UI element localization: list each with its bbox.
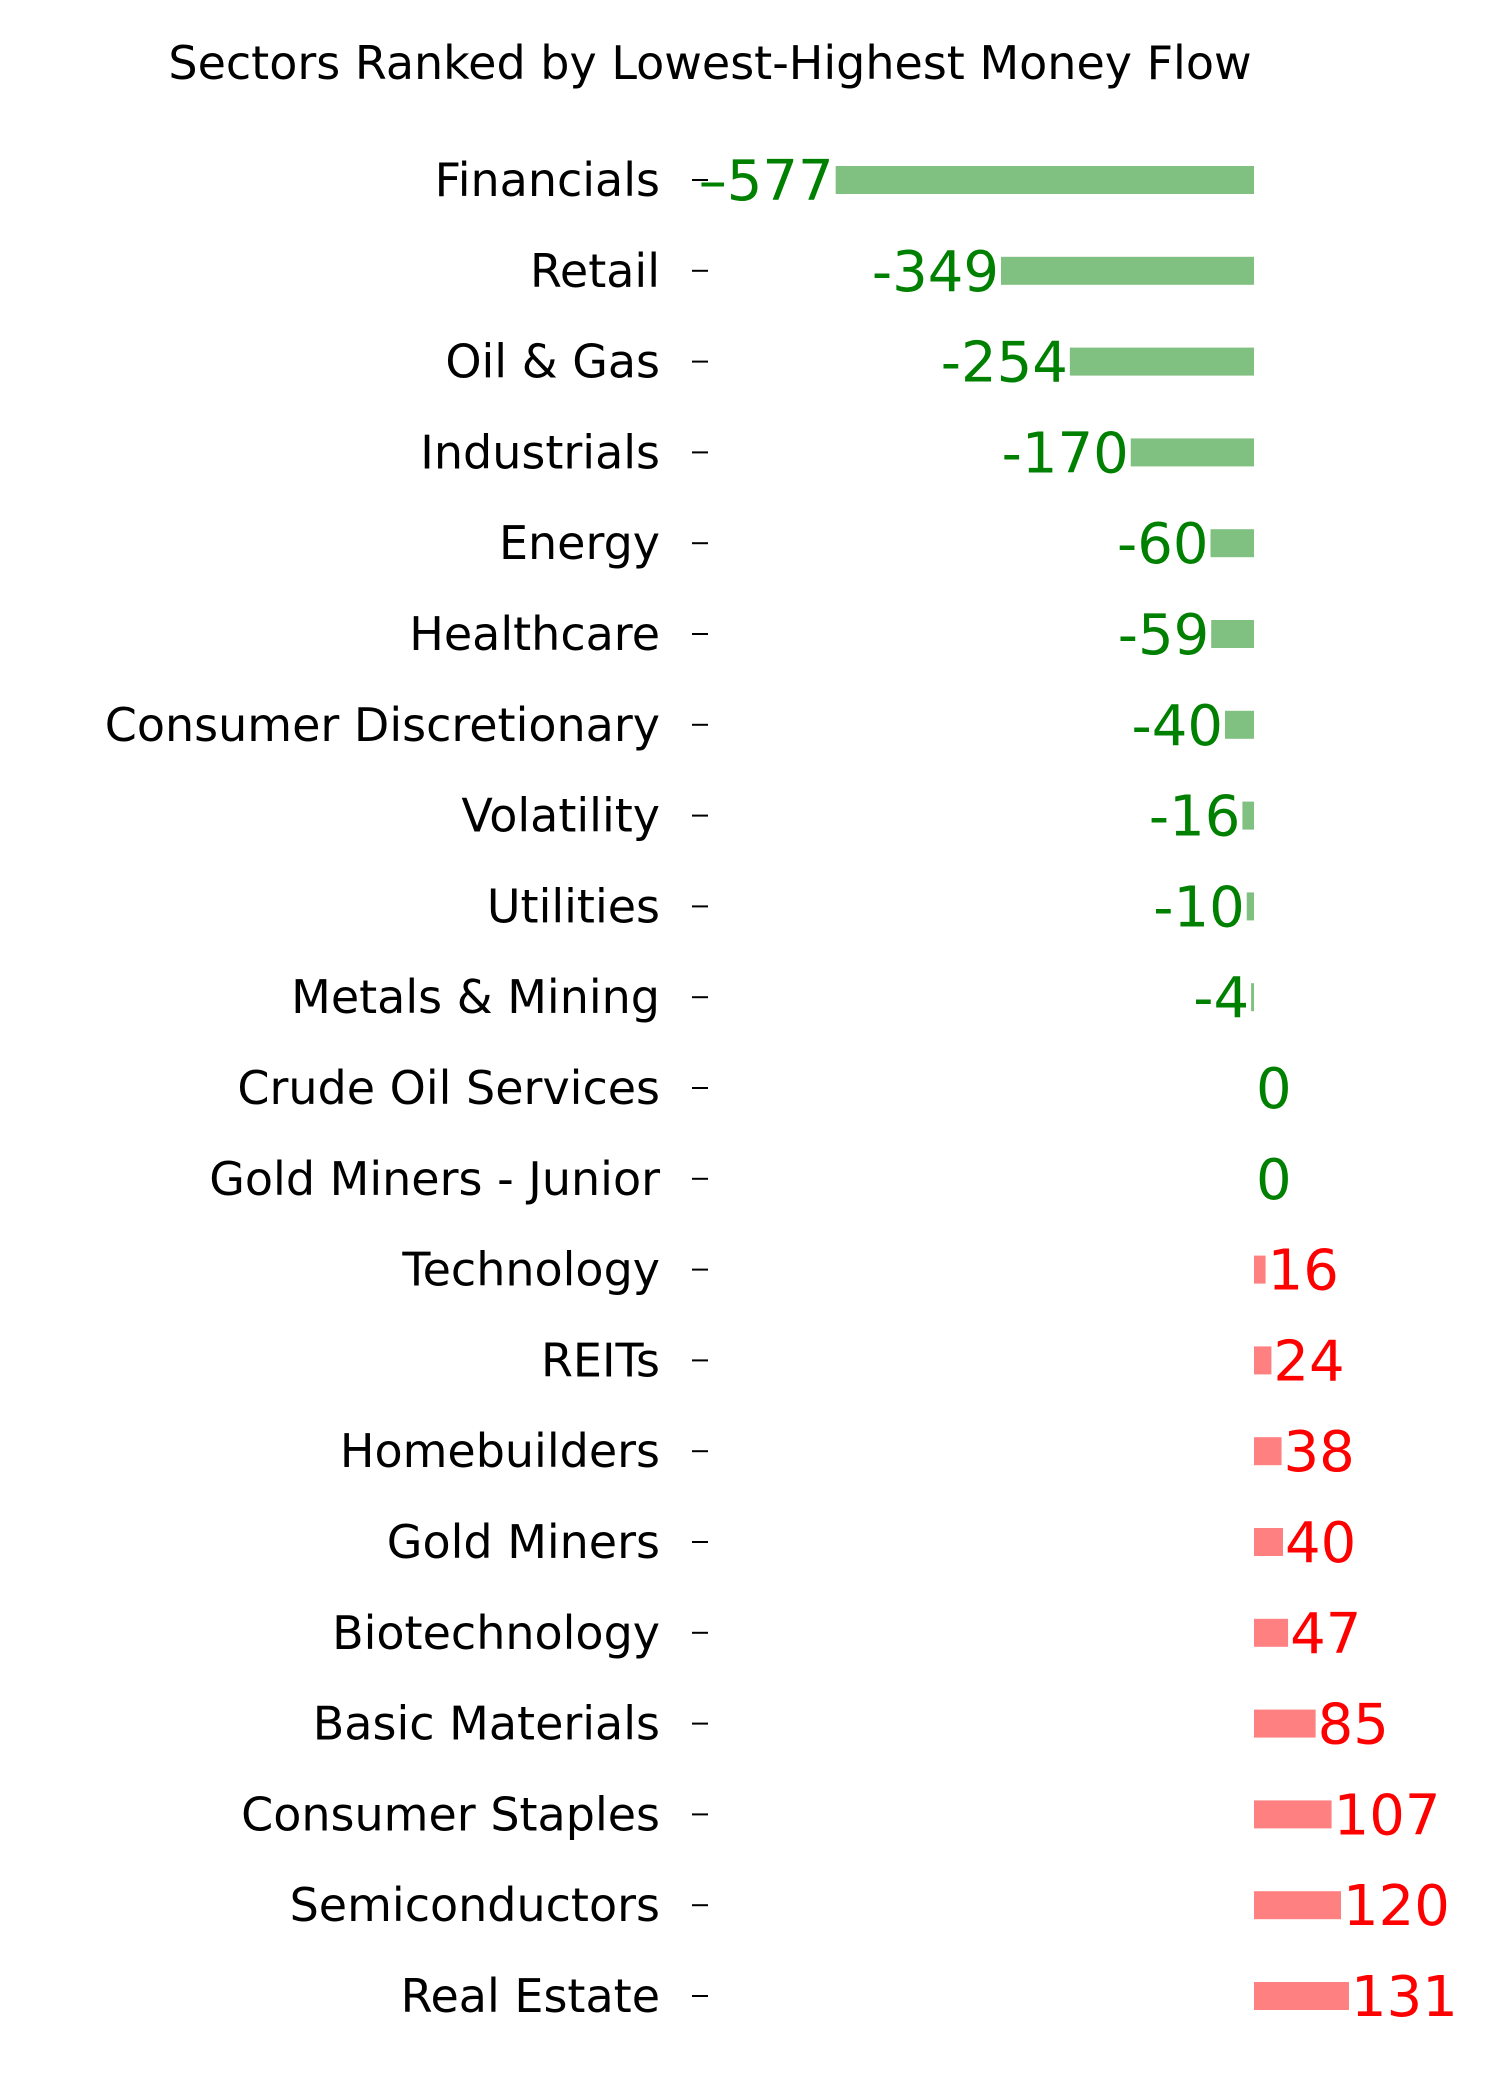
category-label-gold-miners-junior: Gold Miners - Junior xyxy=(209,1152,660,1206)
bar-utilities xyxy=(1246,892,1254,921)
category-label-oil-and-gas: Oil & Gas xyxy=(445,335,660,389)
category-label-gold-miners: Gold Miners xyxy=(387,1515,660,1569)
category-label-semiconductors: Semiconductors xyxy=(290,1878,660,1932)
bar-homebuilders xyxy=(1254,1437,1282,1466)
category-label-financials: Financials xyxy=(435,153,660,207)
value-label-financials: –577 xyxy=(699,149,834,214)
value-labels-layer: –577-349-254-170-60-59-40-16-10-40016243… xyxy=(699,149,1458,2030)
value-label-consumer-discretionary: -40 xyxy=(1132,694,1223,759)
value-label-metals-and-mining: -4 xyxy=(1193,966,1249,1031)
value-label-volatility: -16 xyxy=(1149,785,1240,850)
category-label-crude-oil-services: Crude Oil Services xyxy=(237,1061,660,1115)
value-label-industrials: -170 xyxy=(1002,421,1129,486)
value-label-consumer-staples: 107 xyxy=(1334,1783,1441,1848)
category-label-healthcare: Healthcare xyxy=(409,607,660,661)
category-label-real-estate: Real Estate xyxy=(401,1969,660,2023)
bar-metals-and-mining xyxy=(1251,983,1254,1012)
bar-technology xyxy=(1254,1255,1266,1284)
bar-consumer-staples xyxy=(1254,1800,1332,1829)
bar-semiconductors xyxy=(1254,1891,1341,1920)
value-label-energy: -60 xyxy=(1117,512,1208,577)
category-labels-layer: Financials Retail Oil & Gas Industrials Ener… xyxy=(105,153,660,2023)
bars-layer xyxy=(835,166,1349,2010)
bar-financials xyxy=(835,166,1254,194)
category-label-consumer-staples: Consumer Staples xyxy=(241,1787,660,1841)
category-label-consumer-discretionary: Consumer Discretionary xyxy=(105,698,660,752)
category-label-industrials: Industrials xyxy=(420,425,660,479)
category-label-basic-materials: Basic Materials xyxy=(313,1697,660,1751)
value-label-crude-oil-services: 0 xyxy=(1256,1057,1292,1122)
category-label-reits: REITs xyxy=(541,1333,660,1387)
bar-gold-miners xyxy=(1254,1528,1283,1556)
category-label-energy: Energy xyxy=(499,516,660,570)
bar-industrials xyxy=(1130,438,1254,467)
value-label-technology: 16 xyxy=(1268,1239,1339,1304)
value-label-real-estate: 131 xyxy=(1351,1965,1458,2030)
value-label-oil-and-gas: -254 xyxy=(941,331,1068,396)
category-label-utilities: Utilities xyxy=(487,879,660,933)
value-label-homebuilders: 38 xyxy=(1284,1420,1355,1485)
category-label-volatility: Volatility xyxy=(461,789,660,843)
value-label-basic-materials: 85 xyxy=(1318,1693,1389,1758)
bar-energy xyxy=(1210,529,1254,558)
bar-healthcare xyxy=(1211,620,1254,648)
value-label-semiconductors: 120 xyxy=(1343,1874,1450,1939)
value-label-gold-miners: 40 xyxy=(1285,1511,1356,1576)
chart-title: Sectors Ranked by Lowest-Highest Money F… xyxy=(168,36,1252,90)
bar-oil-and-gas xyxy=(1069,347,1254,376)
value-label-healthcare: -59 xyxy=(1118,603,1209,668)
category-label-homebuilders: Homebuilders xyxy=(340,1424,660,1478)
category-label-metals-and-mining: Metals & Mining xyxy=(291,970,660,1024)
value-label-reits: 24 xyxy=(1273,1329,1344,1394)
category-label-biotechnology: Biotechnology xyxy=(332,1606,660,1660)
bar-real-estate xyxy=(1254,1982,1349,2010)
category-label-retail: Retail xyxy=(530,244,660,298)
bar-biotechnology xyxy=(1254,1618,1289,1647)
bar-basic-materials xyxy=(1254,1709,1316,1738)
bar-consumer-discretionary xyxy=(1225,710,1254,739)
value-label-retail: -349 xyxy=(872,240,999,305)
value-label-biotechnology: 47 xyxy=(1290,1602,1361,1667)
tick-marks-layer xyxy=(692,179,708,1997)
bar-reits xyxy=(1254,1346,1272,1375)
category-label-technology: Technology xyxy=(401,1243,660,1297)
bar-retail xyxy=(1000,256,1254,285)
bar-volatility xyxy=(1242,801,1254,830)
value-label-utilities: -10 xyxy=(1153,875,1244,940)
value-label-gold-miners-junior: 0 xyxy=(1256,1148,1292,1213)
